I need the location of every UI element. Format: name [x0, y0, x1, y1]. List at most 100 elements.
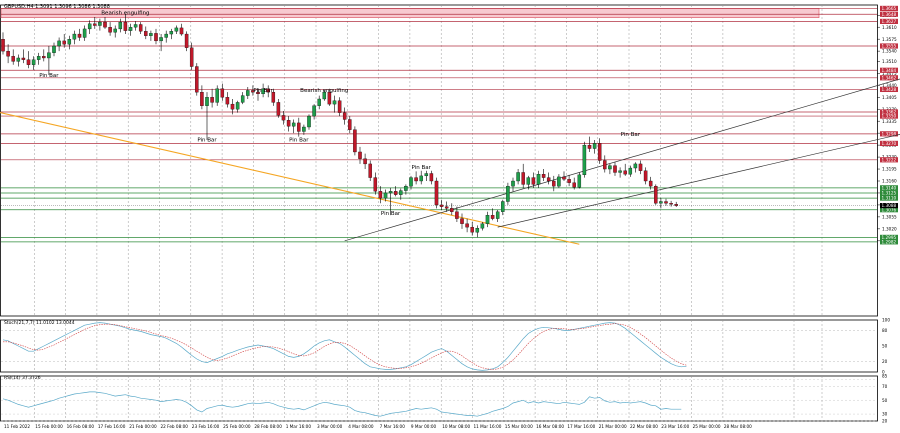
rsi-tick-label: 20 [882, 419, 888, 424]
rsi-tick-label: 85 [882, 374, 888, 379]
candle [215, 88, 219, 103]
candle [133, 24, 138, 28]
candle [36, 56, 41, 60]
date-tick-label: 28 Feb 08:00 [254, 424, 282, 429]
date-tick-label: 23 Feb 16:00 [192, 424, 220, 429]
candle [342, 112, 347, 120]
date-tick-label: 16 Feb 08:00 [67, 424, 95, 429]
candle [577, 174, 582, 188]
date-tick-label: 3 Mar 00:00 [317, 424, 343, 429]
candle [195, 66, 199, 93]
date-tick-label: 15 Mar 00:00 [505, 424, 533, 429]
level-label: 1.2982 [882, 239, 897, 244]
level-label: 1.3484 [882, 68, 897, 73]
candle [200, 91, 204, 106]
candle [307, 115, 311, 128]
candle [220, 88, 225, 98]
candle [414, 177, 418, 182]
candle [654, 185, 658, 204]
candle [210, 97, 214, 103]
candle [291, 122, 296, 127]
price-tick-label: 1.3540 [882, 49, 897, 54]
price-tick-label: 1.3335 [882, 119, 897, 124]
price-tick-label: 1.3055 [882, 214, 897, 219]
candle [363, 158, 367, 165]
candle [174, 27, 179, 32]
level-label: 1.3362 [882, 110, 897, 115]
date-tick-label: 4 Mar 08:00 [348, 424, 374, 429]
candle [521, 172, 525, 185]
candle [419, 175, 423, 182]
candle [399, 190, 403, 195]
pattern-annotation: Bearish engulfing [101, 11, 149, 17]
level-label-box [880, 18, 898, 25]
level-label-box [880, 86, 898, 93]
candle [113, 28, 117, 33]
level-label: 1.3270 [882, 141, 897, 146]
level-label: 1.3140 [882, 185, 897, 190]
candle [276, 102, 281, 116]
rsi-tick-label: 30 [882, 412, 888, 417]
candle [317, 98, 321, 106]
level-label-box [880, 11, 898, 17]
level-label: 1.3350 [882, 114, 897, 119]
candle [149, 33, 153, 36]
candle [643, 170, 648, 182]
candle [628, 167, 633, 175]
candle [674, 204, 678, 206]
price-tick-label: 1.3160 [882, 179, 897, 184]
candle [205, 97, 209, 106]
candle [327, 91, 332, 105]
candle [261, 88, 265, 95]
candle [623, 170, 627, 175]
candle [16, 57, 21, 62]
rsi-line [2, 391, 682, 417]
level-label-box [880, 207, 898, 213]
candle [480, 223, 485, 229]
pattern-annotation: Pin Bar [39, 73, 59, 79]
date-tick-label: 25 Mar 00:00 [693, 424, 721, 429]
candle [179, 27, 184, 35]
candle [281, 115, 286, 121]
candle [348, 119, 352, 130]
level-label: 1.3627 [882, 19, 897, 24]
stoch-label: Stoch(21,7,7) 11.0102 13.0044 [4, 320, 75, 326]
level-label-box [880, 140, 898, 147]
candle [138, 24, 143, 32]
candle [266, 88, 270, 93]
candle [618, 170, 622, 173]
candle [516, 172, 520, 182]
price-tick-label: 1.3510 [882, 59, 897, 64]
date-tick-label: 17 Mar 16:00 [567, 424, 595, 429]
candle [82, 28, 87, 38]
rsi-tick-label: 50 [882, 398, 888, 403]
candle [87, 23, 92, 30]
candle [608, 165, 612, 170]
stoch-tick-label: 0 [882, 370, 885, 375]
price-tick-label: 1.3475 [882, 71, 897, 76]
candle [103, 21, 107, 28]
level-label: 1.3665 [882, 6, 897, 11]
candle [562, 176, 566, 180]
candle [98, 21, 102, 26]
date-tick-label: 21 Mar 00:00 [599, 424, 627, 429]
date-tick-label: 23 Mar 16:00 [661, 424, 689, 429]
candle [6, 50, 10, 57]
candle [11, 56, 15, 62]
candle [42, 56, 46, 59]
candle [404, 185, 408, 191]
candle [358, 151, 362, 159]
candle [664, 201, 668, 204]
candle [21, 57, 26, 60]
trendline [344, 78, 900, 242]
candle [240, 95, 245, 103]
panel-frame-1 [0, 319, 878, 373]
level-label-box [880, 195, 898, 201]
candle [485, 215, 490, 224]
candle [490, 215, 495, 219]
candle [271, 91, 276, 103]
candle [429, 173, 434, 182]
candle [638, 163, 643, 171]
candle [332, 100, 337, 105]
